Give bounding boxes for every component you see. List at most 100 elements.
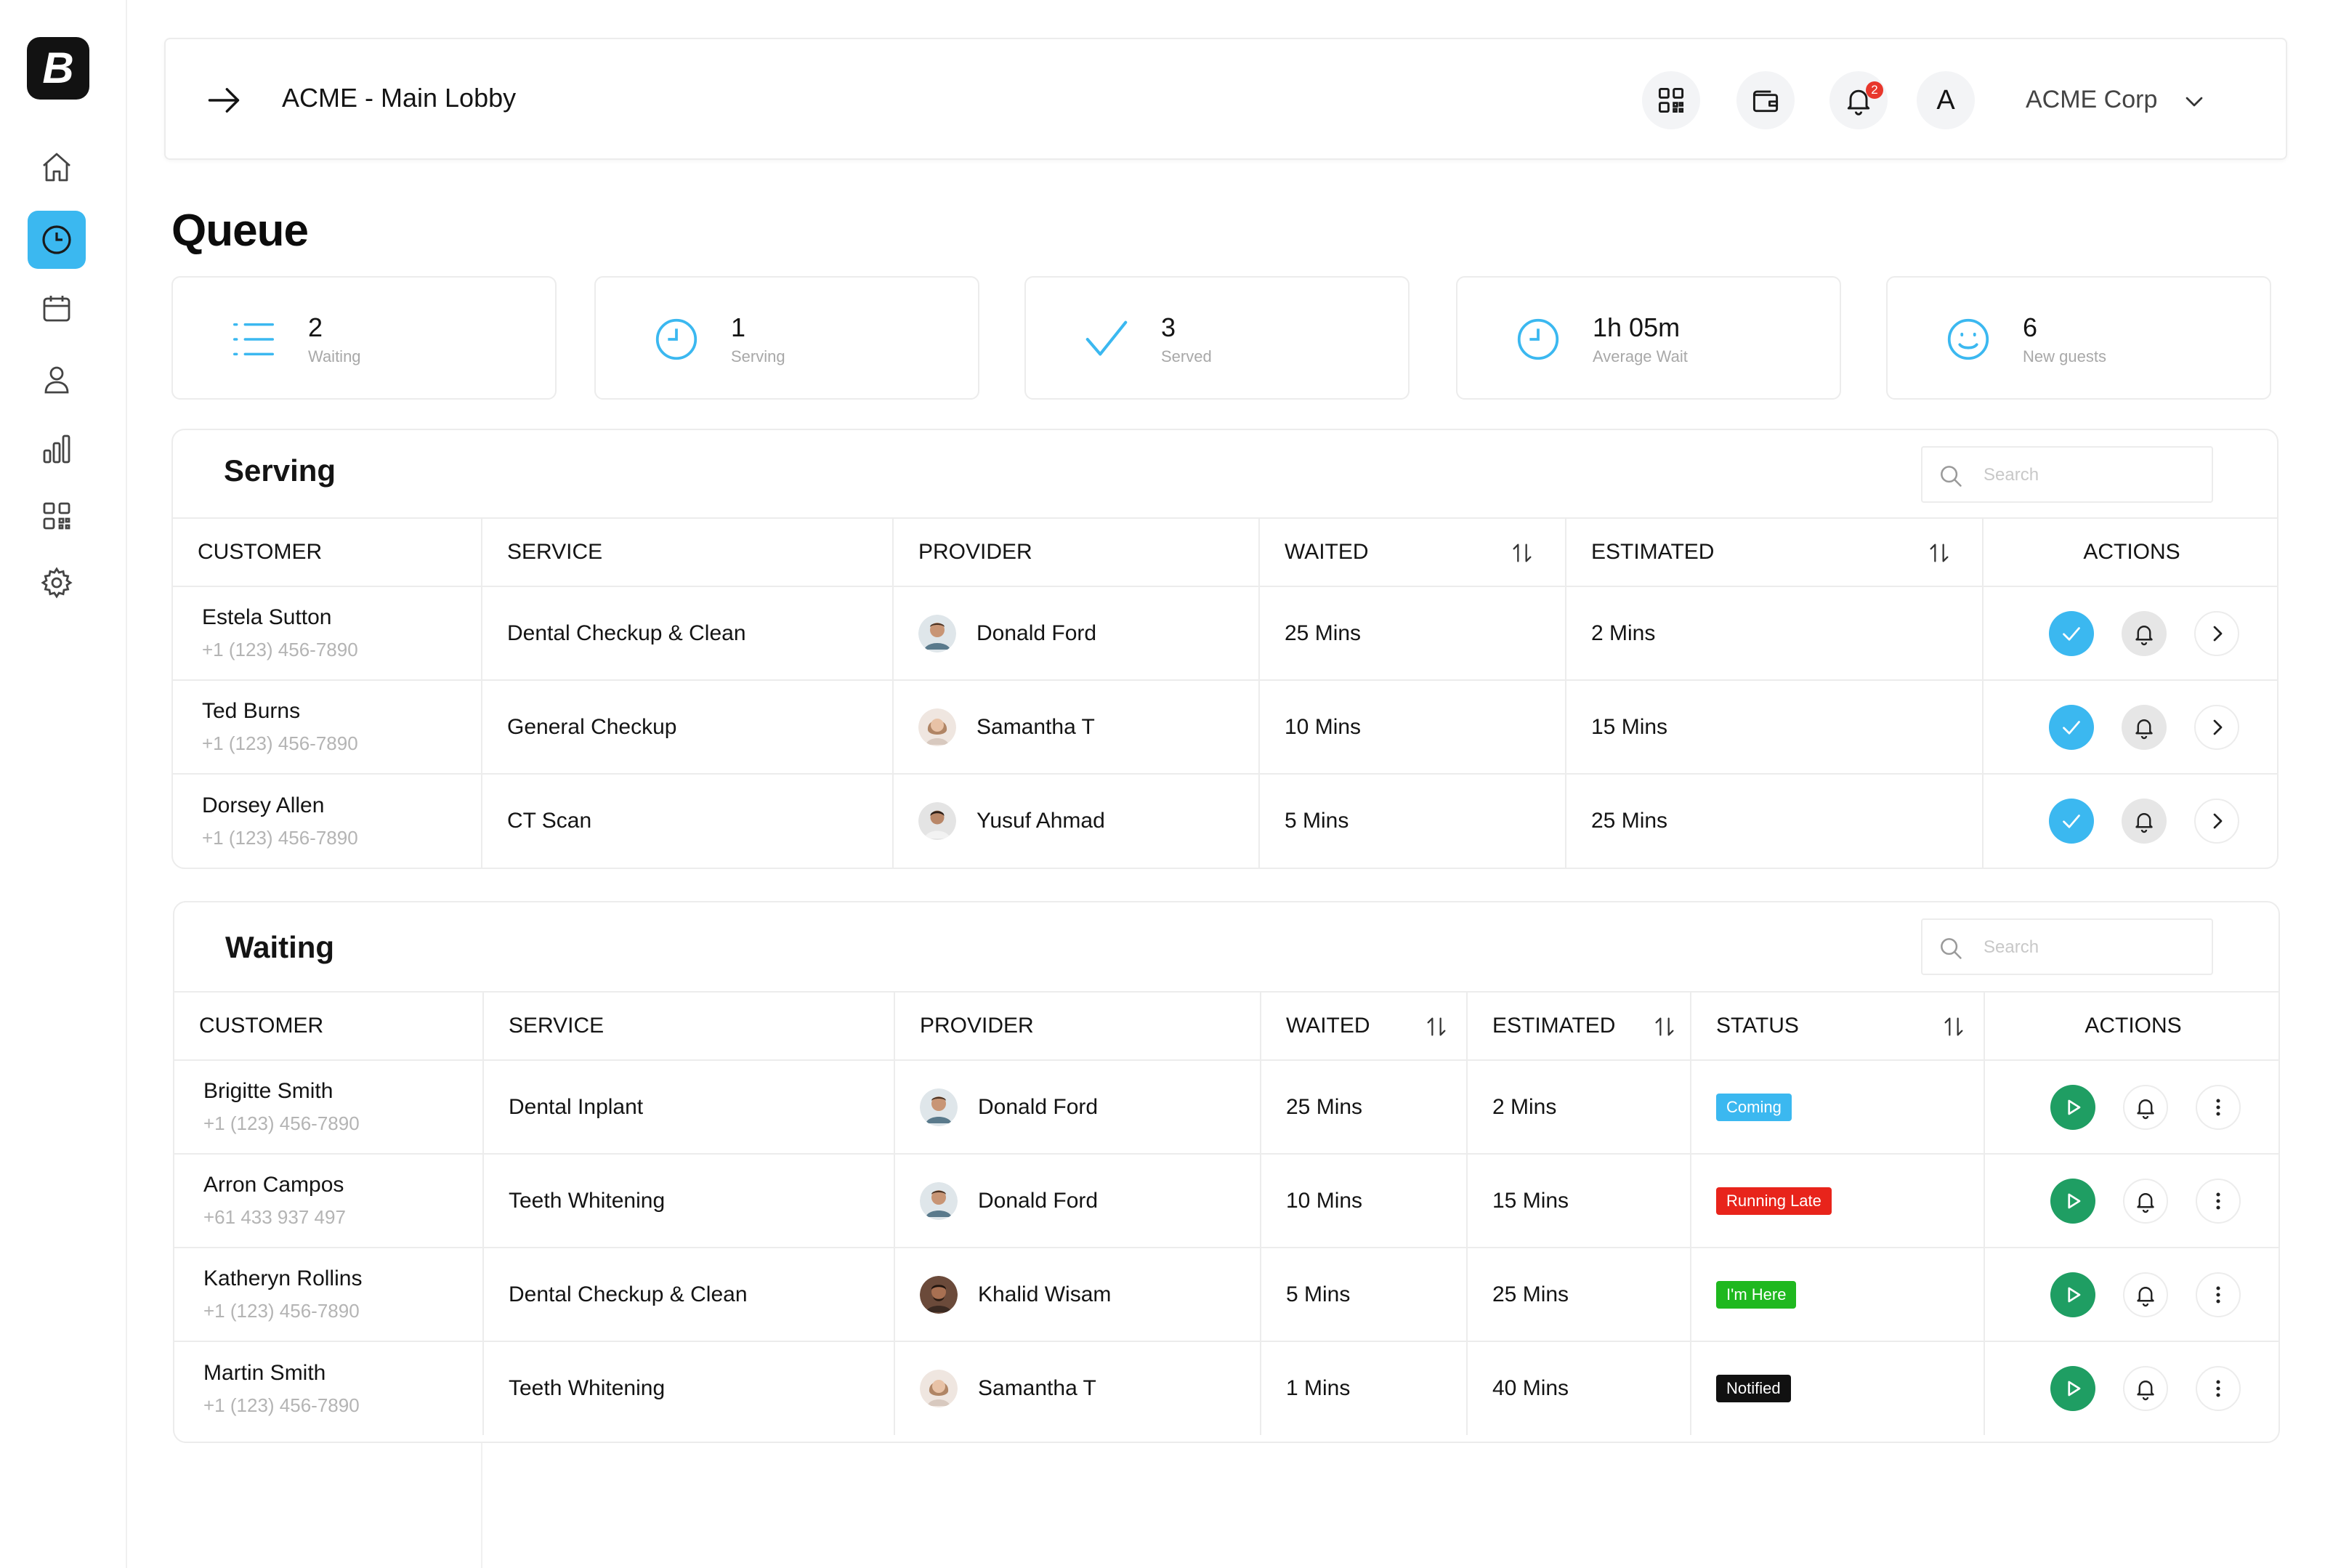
notify-button[interactable]	[2122, 610, 2167, 656]
org-name[interactable]: ACME Corp	[2026, 86, 2158, 113]
customer-name: Arron Campos	[203, 1173, 344, 1197]
customer-cell: Dorsey Allen +1 (123) 456-7890	[173, 774, 482, 868]
start-serving-button[interactable]	[2050, 1084, 2095, 1130]
notify-button[interactable]	[2123, 1272, 2168, 1317]
column-estimated-label: ESTIMATED	[1591, 540, 1715, 564]
complete-button[interactable]	[2049, 610, 2094, 656]
qr-code-button[interactable]	[1642, 71, 1700, 129]
waiting-search[interactable]	[1921, 918, 2213, 975]
table-row[interactable]: Estela Sutton +1 (123) 456-7890 Dental Ch…	[173, 586, 2277, 681]
waiting-panel: Waiting CUSTOMER SERVICE PROVIDER WAITED…	[173, 901, 2280, 1443]
sort-icon[interactable]	[1927, 541, 1952, 565]
column-service: SERVICE	[483, 991, 895, 1061]
more-options-button[interactable]	[2196, 1084, 2241, 1130]
sort-icon[interactable]	[1424, 1014, 1449, 1039]
chevron-down-icon[interactable]	[2180, 87, 2209, 116]
start-serving-button[interactable]	[2050, 1178, 2095, 1224]
qr-code-icon	[43, 502, 70, 530]
play-icon	[2068, 1193, 2081, 1208]
serving-search[interactable]	[1921, 446, 2213, 503]
status-badge: Notified	[1716, 1375, 1791, 1402]
list-icon	[233, 323, 274, 356]
customer-cell: Arron Campos +61 433 937 497	[174, 1154, 484, 1248]
table-row[interactable]: Brigitte Smith +1 (123) 456-7890 Dental I…	[174, 1060, 2278, 1155]
more-vertical-icon	[2216, 1192, 2220, 1210]
provider-cell: Samantha T	[893, 680, 1260, 775]
serving-table: CUSTOMER SERVICE PROVIDER WAITED ESTIMAT…	[173, 517, 2277, 868]
stat-label: Served	[1161, 347, 1212, 365]
sidebar-item-settings[interactable]	[28, 554, 86, 612]
provider-cell: Khalid Wisam	[894, 1248, 1261, 1342]
waiting-search-input[interactable]	[1984, 933, 2194, 962]
wallet-button[interactable]	[1736, 71, 1795, 129]
logo-letter: B	[42, 44, 74, 92]
column-waited-label: WAITED	[1286, 1014, 1370, 1038]
search-icon	[1941, 466, 1962, 487]
details-button[interactable]	[2194, 610, 2239, 656]
table-row[interactable]: Arron Campos +61 433 937 497 Teeth Whiten…	[174, 1154, 2278, 1248]
start-serving-button[interactable]	[2050, 1272, 2095, 1317]
notify-button[interactable]	[2123, 1178, 2168, 1224]
sidebar-item-home[interactable]	[28, 138, 86, 196]
stat-label: Average Wait	[1593, 347, 1688, 365]
details-button[interactable]	[2194, 704, 2239, 750]
waited-cell: 25 Mins	[1261, 1060, 1468, 1155]
waited-cell: 10 Mins	[1259, 680, 1566, 775]
table-row[interactable]: Martin Smith +1 (123) 456-7890 Teeth Whit…	[174, 1341, 2278, 1435]
play-icon	[2068, 1287, 2081, 1302]
bar-chart-icon	[43, 435, 70, 464]
arrow-right-icon[interactable]	[205, 81, 243, 119]
sidebar-item-customers[interactable]	[28, 350, 86, 408]
service-cell: Teeth Whitening	[483, 1341, 895, 1435]
more-options-button[interactable]	[2196, 1178, 2241, 1224]
customer-name: Estela Sutton	[202, 605, 332, 629]
sidebar-item-calendar[interactable]	[28, 280, 86, 338]
sort-icon[interactable]	[1510, 541, 1534, 565]
sort-icon[interactable]	[1941, 1014, 1966, 1039]
column-service: SERVICE	[482, 517, 894, 587]
app-logo[interactable]: B	[27, 37, 89, 100]
more-vertical-icon	[2216, 1380, 2220, 1397]
gear-icon	[41, 567, 73, 599]
sidebar-item-qr[interactable]	[28, 487, 86, 545]
column-estimated[interactable]: ESTIMATED	[1467, 991, 1691, 1061]
complete-button[interactable]	[2049, 799, 2094, 844]
more-options-button[interactable]	[2196, 1272, 2241, 1317]
provider-avatar	[918, 708, 956, 746]
more-options-button[interactable]	[2196, 1366, 2241, 1411]
waited-cell: 25 Mins	[1259, 586, 1566, 681]
stat-card-waiting: 2 Waiting	[171, 276, 557, 400]
column-waited[interactable]: WAITED	[1259, 517, 1566, 587]
bell-icon	[1847, 89, 1870, 116]
notify-button[interactable]	[2122, 799, 2167, 844]
column-status-label: STATUS	[1716, 1014, 1799, 1038]
home-icon	[43, 153, 70, 182]
provider-cell: Donald Ford	[894, 1060, 1261, 1155]
waited-cell: 1 Mins	[1261, 1341, 1468, 1435]
location-title[interactable]: ACME - Main Lobby	[282, 83, 517, 113]
details-button[interactable]	[2194, 799, 2239, 844]
table-row[interactable]: Katheryn Rollins +1 (123) 456-7890 Dental…	[174, 1248, 2278, 1342]
table-row[interactable]: Dorsey Allen +1 (123) 456-7890 CT Scan Yu…	[173, 774, 2277, 868]
account-avatar[interactable]: A	[1917, 71, 1975, 129]
notifications-button[interactable]: 2	[1829, 71, 1888, 129]
calendar-icon	[43, 296, 70, 322]
provider-avatar	[920, 1275, 958, 1314]
stat-card-average-wait: 1h 05m Average Wait	[1456, 276, 1841, 400]
column-estimated[interactable]: ESTIMATED	[1566, 517, 1984, 587]
sidebar-item-reports[interactable]	[28, 420, 86, 478]
table-row[interactable]: Ted Burns +1 (123) 456-7890 General Check…	[173, 680, 2277, 775]
notify-button[interactable]	[2123, 1084, 2168, 1130]
notify-button[interactable]	[2122, 704, 2167, 750]
column-customer: CUSTOMER	[174, 991, 484, 1061]
column-waited[interactable]: WAITED	[1261, 991, 1468, 1061]
sidebar-item-queue[interactable]	[28, 211, 86, 269]
complete-button[interactable]	[2049, 704, 2094, 750]
notify-button[interactable]	[2123, 1366, 2168, 1411]
serving-search-input[interactable]	[1984, 461, 2194, 490]
stat-value: 1h 05m	[1593, 312, 1681, 342]
sort-icon[interactable]	[1652, 1014, 1677, 1039]
status-badge: Coming	[1716, 1093, 1792, 1121]
start-serving-button[interactable]	[2050, 1366, 2095, 1411]
column-status[interactable]: STATUS	[1691, 991, 1985, 1061]
